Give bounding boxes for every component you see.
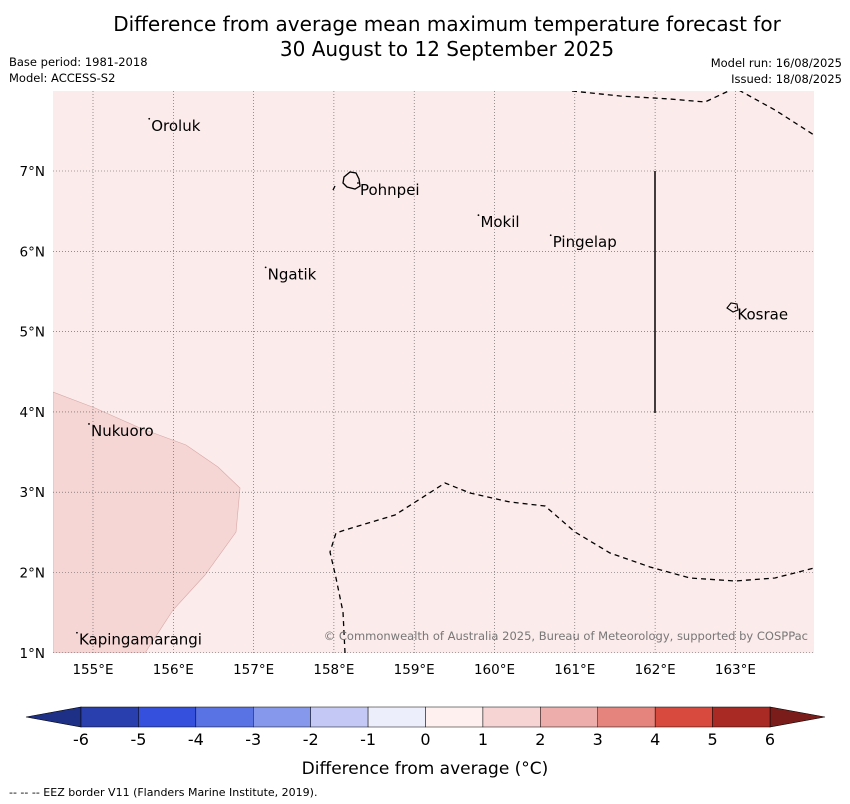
eez-border-fragment xyxy=(332,185,336,191)
colorbar-swatch xyxy=(482,706,541,728)
anomaly-patch-warm xyxy=(53,391,241,653)
copyright-text: © Commonwealth of Australia 2025, Bureau… xyxy=(324,629,808,643)
places-layer: Oroluk Pohnpei Mokil Pingelap Ngatik Kosrae Nu… xyxy=(76,117,788,649)
meta-right: Model run: 16/08/2025 Issued: 18/08/2025 xyxy=(711,55,842,87)
map-title-line2: 30 August to 12 September 2025 xyxy=(279,37,615,61)
lat-tick-label: 7°N xyxy=(20,164,45,180)
place-label: Kapingamarangi xyxy=(79,631,202,649)
place-label: Pohnpei xyxy=(360,181,420,199)
lat-tick-label: 5°N xyxy=(20,325,45,341)
lon-tick-label: 155°E xyxy=(72,662,113,678)
colorbar-swatch xyxy=(80,706,139,728)
place-label: Oroluk xyxy=(151,117,200,135)
place-label: Nukuoro xyxy=(91,422,154,440)
meta-left: Base period: 1981-2018 Model: ACCESS-S2 xyxy=(9,54,148,86)
lon-tick-label: 161°E xyxy=(554,662,595,678)
footnote: -- -- -- EEZ border V11 (Flanders Marine… xyxy=(9,786,318,799)
lat-tick-label: 6°N xyxy=(20,244,45,260)
lon-tick-label: 163°E xyxy=(715,662,756,678)
map-title: Difference from average mean maximum tem… xyxy=(0,12,850,62)
colorbar-tick-label: 6 xyxy=(765,730,775,749)
lon-tick-label: 160°E xyxy=(474,662,515,678)
colorbar-tick-label: -4 xyxy=(188,730,204,749)
colorbar-tick-label: 1 xyxy=(478,730,488,749)
colorbar-swatch xyxy=(310,706,369,728)
lon-tick-label: 159°E xyxy=(394,662,435,678)
colorbar-swatch xyxy=(540,706,598,728)
map-area: Oroluk Pohnpei Mokil Pingelap Ngatik Kosrae Nu… xyxy=(53,91,814,653)
colorbar-tick-label: -2 xyxy=(303,730,319,749)
colorbar-swatch xyxy=(367,706,426,728)
lat-tick-label: 1°N xyxy=(20,646,45,662)
place-marker xyxy=(477,214,480,217)
pohnpei-island xyxy=(342,171,361,190)
colorbar: -6 -5 -4 -3 -2 -1 0 1 2 3 4 5 6 xyxy=(25,706,826,749)
place-label: Pingelap xyxy=(553,233,617,251)
issued-date: Issued: 18/08/2025 xyxy=(731,72,842,86)
lon-tick-label: 156°E xyxy=(153,662,194,678)
model-name: Model: ACCESS-S2 xyxy=(9,71,116,85)
place-marker xyxy=(76,631,78,634)
colorbar-tick-label: 4 xyxy=(650,730,660,749)
kosrae-island xyxy=(726,302,739,313)
colorbar-tick-label: 2 xyxy=(535,730,545,749)
eez-border-south xyxy=(329,482,814,653)
place-label: Mokil xyxy=(480,213,519,231)
place-label: Ngatik xyxy=(268,265,317,283)
lat-tick-label: 3°N xyxy=(20,485,45,501)
axis-ticks: 155°E 156°E 157°E 158°E 159°E 160°E 161°E 162°E… xyxy=(20,164,756,678)
lon-tick-label: 157°E xyxy=(233,662,274,678)
model-run: Model run: 16/08/2025 xyxy=(710,56,842,70)
colorbar-tick-label: 3 xyxy=(593,730,603,749)
colorbar-tick-label: -1 xyxy=(360,730,376,749)
map-title-line1: Difference from average mean maximum tem… xyxy=(113,12,781,36)
colorbar-tick-label: -5 xyxy=(130,730,146,749)
place-marker xyxy=(264,266,267,269)
colorbar-under-arrow xyxy=(25,706,82,728)
place-marker xyxy=(734,306,737,309)
colorbar-swatch xyxy=(195,706,254,728)
lat-tick-label: 2°N xyxy=(20,566,45,582)
place-marker xyxy=(357,182,359,184)
colorbar-label: Difference from average (°C) xyxy=(302,759,549,779)
colorbar-tick-label: 5 xyxy=(707,730,717,749)
place-marker xyxy=(549,234,552,237)
lon-tick-label: 158°E xyxy=(313,662,354,678)
colorbar-over-arrow xyxy=(769,706,826,728)
colorbar-swatch xyxy=(138,706,197,728)
base-period: Base period: 1981-2018 xyxy=(9,55,148,69)
colorbar-swatch xyxy=(425,706,484,728)
colorbar-tick-label: -6 xyxy=(73,730,89,749)
colorbar-tick-label: -3 xyxy=(245,730,261,749)
place-marker xyxy=(88,423,90,425)
place-marker xyxy=(148,117,151,120)
colorbar-swatch xyxy=(253,706,311,728)
colorbar-tick-label: 0 xyxy=(420,730,430,749)
place-label: Kosrae xyxy=(737,306,788,324)
lon-tick-label: 162°E xyxy=(635,662,676,678)
colorbar-swatch xyxy=(712,706,771,728)
eez-border-north xyxy=(571,91,814,136)
colorbar-swatch xyxy=(654,706,713,728)
lat-tick-label: 4°N xyxy=(20,405,45,421)
colorbar-swatch xyxy=(597,706,656,728)
